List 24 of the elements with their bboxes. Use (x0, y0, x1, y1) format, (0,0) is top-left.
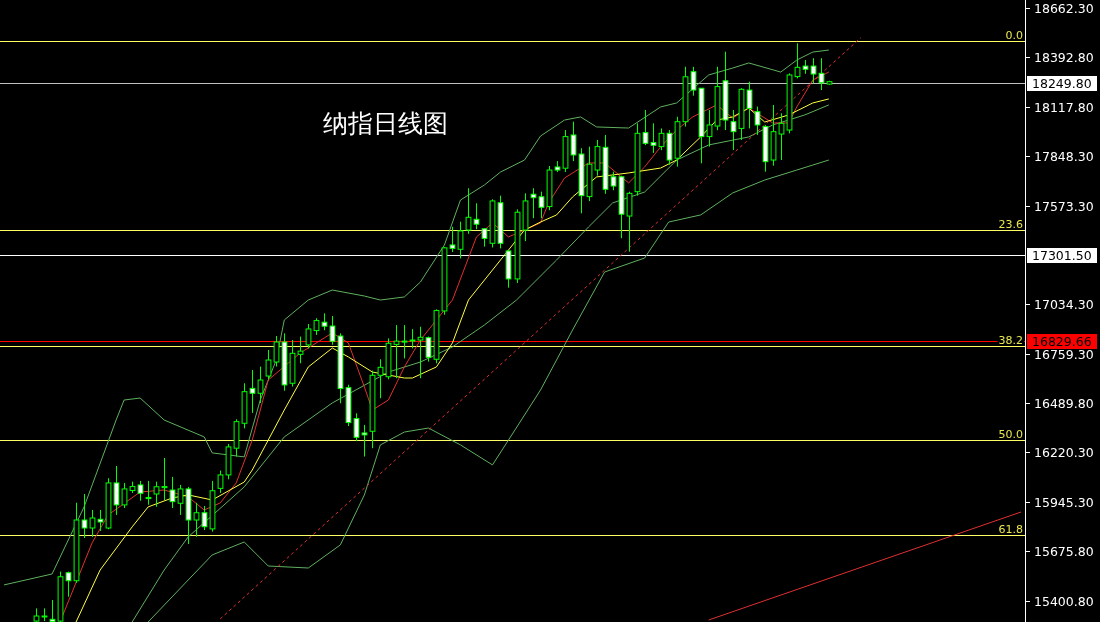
y-tick-label: 18392.80 (1034, 50, 1094, 65)
price-label: 18249.80 (1027, 76, 1097, 91)
y-tick-label: 16759.30 (1034, 347, 1094, 362)
candlestick (145, 480, 152, 506)
y-tick-label: 15400.80 (1034, 594, 1094, 609)
y-tick-label: 15945.30 (1034, 495, 1094, 510)
y-tick-label: 18662.30 (1034, 1, 1094, 16)
price-label: 17301.50 (1027, 248, 1097, 263)
annotation: 23.6 (998, 217, 1023, 231)
y-tick-label: 17848.30 (1034, 149, 1094, 164)
annotation: 38.2 (998, 333, 1023, 347)
line-series (3, 49, 830, 586)
y-tick-label: 15675.80 (1034, 544, 1094, 559)
y-tick-label: 16220.30 (1034, 445, 1094, 460)
text: 纳指日线图 (322, 109, 448, 138)
y-tick-label: 18117.80 (1034, 100, 1094, 115)
annotation: 0.0 (1005, 28, 1023, 42)
annotation: 50.0 (998, 427, 1023, 441)
price-label: 16829.66 (1027, 334, 1097, 349)
y-tick-label: 17034.30 (1034, 297, 1094, 312)
candlestick (754, 106, 761, 136)
y-tick-label: 17573.30 (1034, 199, 1094, 214)
y-tick-label: 16489.80 (1034, 396, 1094, 411)
annotation: 61.8 (998, 522, 1023, 536)
